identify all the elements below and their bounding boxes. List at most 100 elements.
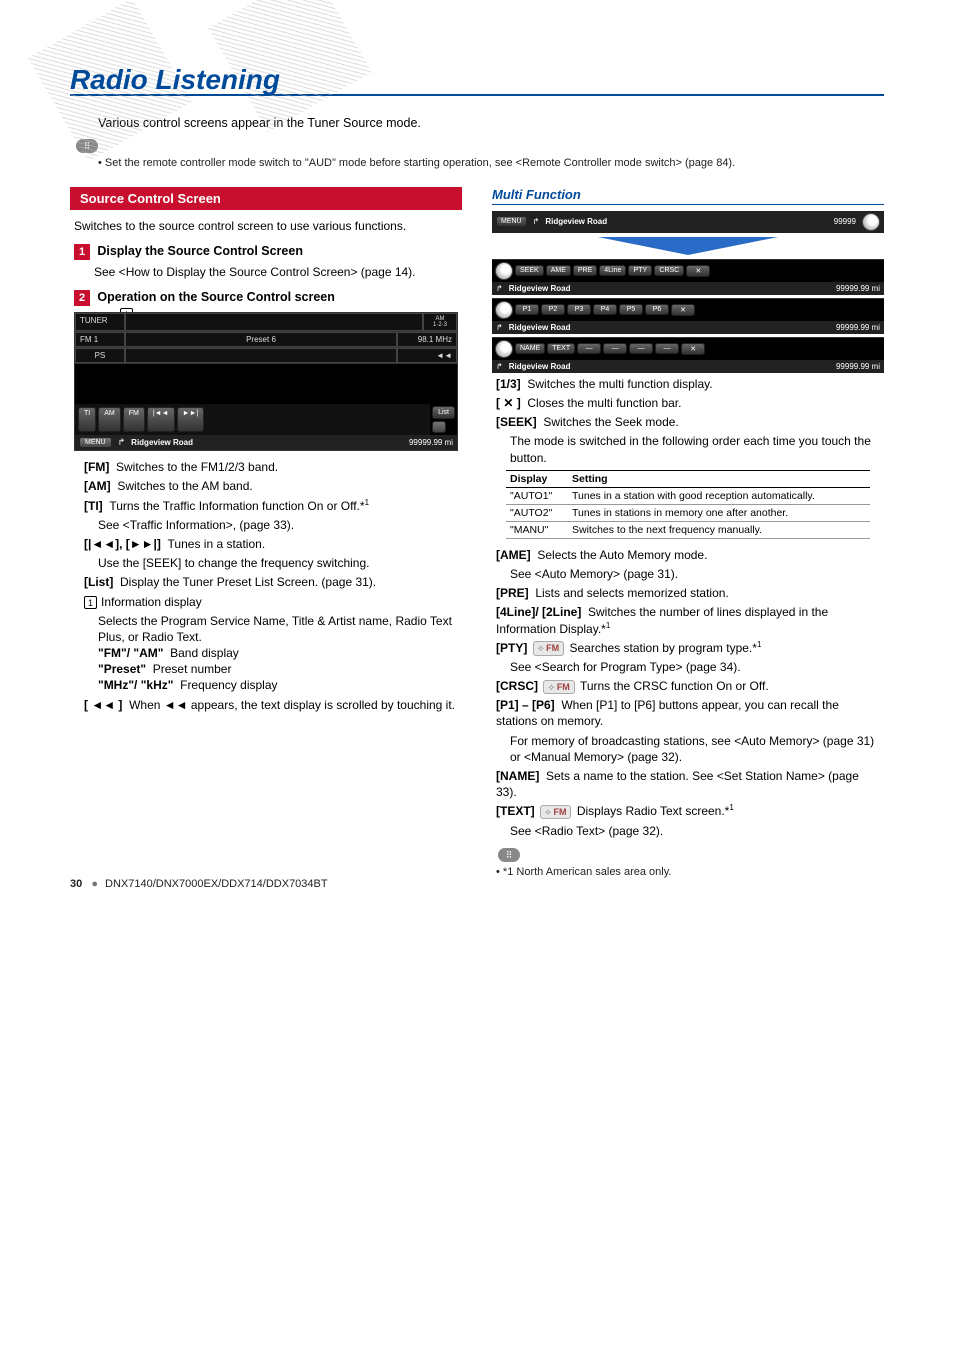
ms-p4-button[interactable]: P4 (593, 304, 617, 315)
ms-close-icon[interactable]: ✕ (671, 304, 695, 316)
def-ame-see: See <Auto Memory> (page 31). (510, 566, 884, 582)
ss-am-button[interactable]: AM (98, 407, 121, 432)
def-seek-key: [|◄◄], [►►|] (84, 537, 161, 551)
ss-ti-button[interactable]: TI (78, 407, 96, 432)
ss-list-button[interactable]: List (432, 406, 455, 419)
ms-blank-button[interactable]: — (655, 343, 679, 354)
ms-menu-button[interactable]: MENU (496, 216, 527, 227)
multi-function-screenshot: MENU ↱ Ridgeview Road 99999 (492, 211, 884, 233)
ms-close-icon[interactable]: ✕ (686, 265, 710, 277)
seek-r1c2: Tunes in a station with good reception a… (568, 487, 870, 504)
ms-route-icon: ↱ (496, 362, 503, 371)
fm-am-key: "FM"/ "AM" (98, 646, 163, 660)
mhz-val: Frequency display (180, 678, 277, 692)
ss-next-button[interactable]: ►►| (177, 407, 205, 432)
ms-crsc-button[interactable]: CRSC (654, 265, 684, 276)
ms-ame-button[interactable]: AME (546, 265, 571, 276)
ms-blank-button[interactable]: — (577, 343, 601, 354)
antenna-icon: ⟡ (538, 643, 544, 653)
scroll-key: [ ◄◄ ] (84, 698, 122, 712)
down-arrow-icon (598, 237, 778, 255)
ms-close-icon[interactable]: ✕ (681, 343, 705, 355)
def-seek2-key: [SEEK] (496, 415, 537, 429)
ms-pty-button[interactable]: PTY (628, 265, 652, 276)
ms-num-c: 99999.99 mi (836, 362, 880, 371)
ss-route-icon: ↱ (118, 437, 126, 448)
seek-r2c1: "AUTO2" (506, 504, 568, 521)
ms-p1-button[interactable]: P1 (515, 304, 539, 315)
hand-cursor-icon (495, 262, 513, 280)
seek-r3c1: "MANU" (506, 521, 568, 538)
def-list-val: Display the Tuner Preset List Screen. (p… (120, 575, 376, 589)
def-list-key: [List] (84, 575, 113, 589)
def-pre-key: [PRE] (496, 586, 529, 600)
info-body: Selects the Program Service Name, Title … (98, 613, 462, 645)
ms-row-a: SEEK AME PRE 4Line PTY CRSC ✕ ↱ Ridgevie… (492, 259, 884, 295)
multi-function-header: Multi Function (492, 187, 884, 205)
def-pty-see: See <Search for Program Type> (page 34). (510, 659, 884, 675)
def-13-val: Switches the multi function display. (527, 377, 712, 391)
ms-p3-button[interactable]: P3 (567, 304, 591, 315)
mhz-key: "MHz"/ "kHz" (98, 678, 173, 692)
page-number: 30 (70, 878, 82, 890)
ms-name-button[interactable]: NAME (515, 343, 545, 354)
def-line-sup: 1 (606, 621, 610, 630)
ms-num-a: 99999.99 mi (836, 284, 880, 293)
ms-row-b: P1 P2 P3 P4 P5 P6 ✕ ↱ Ridgeview Road 999… (492, 298, 884, 334)
ss-distance: 99999.99 mi (409, 438, 453, 447)
seek-r3c2: Switches to the next frequency manually. (568, 521, 870, 538)
ss-prev-button[interactable]: |◄◄ (147, 407, 175, 432)
ms-pre-button[interactable]: PRE (573, 265, 597, 276)
def-ame-key: [AME] (496, 548, 531, 562)
note-text: Set the remote controller mode switch to… (105, 157, 735, 169)
def-ti-sup: 1 (365, 498, 369, 507)
hand-cursor-icon (495, 301, 513, 319)
ms-blank-button[interactable]: — (603, 343, 627, 354)
ms-num-top: 99999 (834, 217, 856, 226)
fm-badge: ⟡ FM (533, 641, 564, 655)
ms-route-icon: ↱ (533, 217, 540, 226)
step-2-title: Operation on the Source Control screen (97, 290, 335, 304)
ms-blank-button[interactable]: — (629, 343, 653, 354)
ss-extra-icon[interactable] (432, 421, 446, 433)
def-close-val: Closes the multi function bar. (527, 396, 681, 410)
ms-p5-button[interactable]: P5 (619, 304, 643, 315)
def-seek-body: Use the [SEEK] to change the frequency s… (98, 555, 462, 571)
ms-text-button[interactable]: TEXT (547, 343, 575, 354)
def-pty-sup: 1 (757, 640, 761, 649)
ss-menu-button[interactable]: MENU (79, 437, 112, 448)
footnote-text: North American sales area only. (516, 866, 671, 878)
ms-p6-button[interactable]: P6 (645, 304, 669, 315)
ss-fm-button[interactable]: FM (123, 407, 145, 432)
def-13-key: [1/3] (496, 377, 521, 391)
ms-4line-button[interactable]: 4Line (599, 265, 626, 276)
seek-r2c2: Tunes in stations in memory one after an… (568, 504, 870, 521)
ss-ps-cell: PS (75, 348, 125, 363)
ss-freq-cell: 98.1 MHz (397, 332, 457, 347)
step-2-number: 2 (74, 290, 90, 306)
def-fm-val: Switches to the FM1/2/3 band. (116, 460, 278, 474)
ms-road-top: Ridgeview Road (545, 217, 827, 226)
ms-num-b: 99999.99 mi (836, 323, 880, 332)
def-am-val: Switches to the AM band. (117, 479, 252, 493)
step-1-title: Display the Source Control Screen (97, 244, 303, 258)
def-fm-key: [FM] (84, 460, 109, 474)
left-column: Source Control Screen Switches to the so… (70, 187, 462, 896)
def-seek-val: Tunes in a station. (168, 537, 266, 551)
seek-th-display: Display (506, 470, 568, 487)
ms-route-icon: ↱ (496, 284, 503, 293)
def-pty-val: Searches station by program type.* (570, 641, 757, 655)
ss-am123: AM 1·2·3 (423, 313, 457, 331)
source-control-body: Switches to the source control screen to… (74, 218, 458, 234)
ss-band-cell: FM 1 (75, 332, 125, 347)
hand-cursor-icon (862, 213, 880, 231)
page-footer: 30 ● DNX7140/DNX7000EX/DDX714/DDX7034BT (70, 878, 328, 890)
source-control-screenshot: TUNER AM 1·2·3 FM 1 Preset 6 98.1 MHz PS… (74, 312, 458, 451)
ms-p2-button[interactable]: P2 (541, 304, 565, 315)
ms-road-c: Ridgeview Road (509, 362, 830, 371)
ms-seek-button[interactable]: SEEK (515, 265, 544, 276)
def-text-sup: 1 (729, 803, 733, 812)
def-name-key: [NAME] (496, 769, 539, 783)
preset-val: Preset number (153, 662, 232, 676)
note-block: ⠿ • Set the remote controller mode switc… (70, 138, 884, 169)
